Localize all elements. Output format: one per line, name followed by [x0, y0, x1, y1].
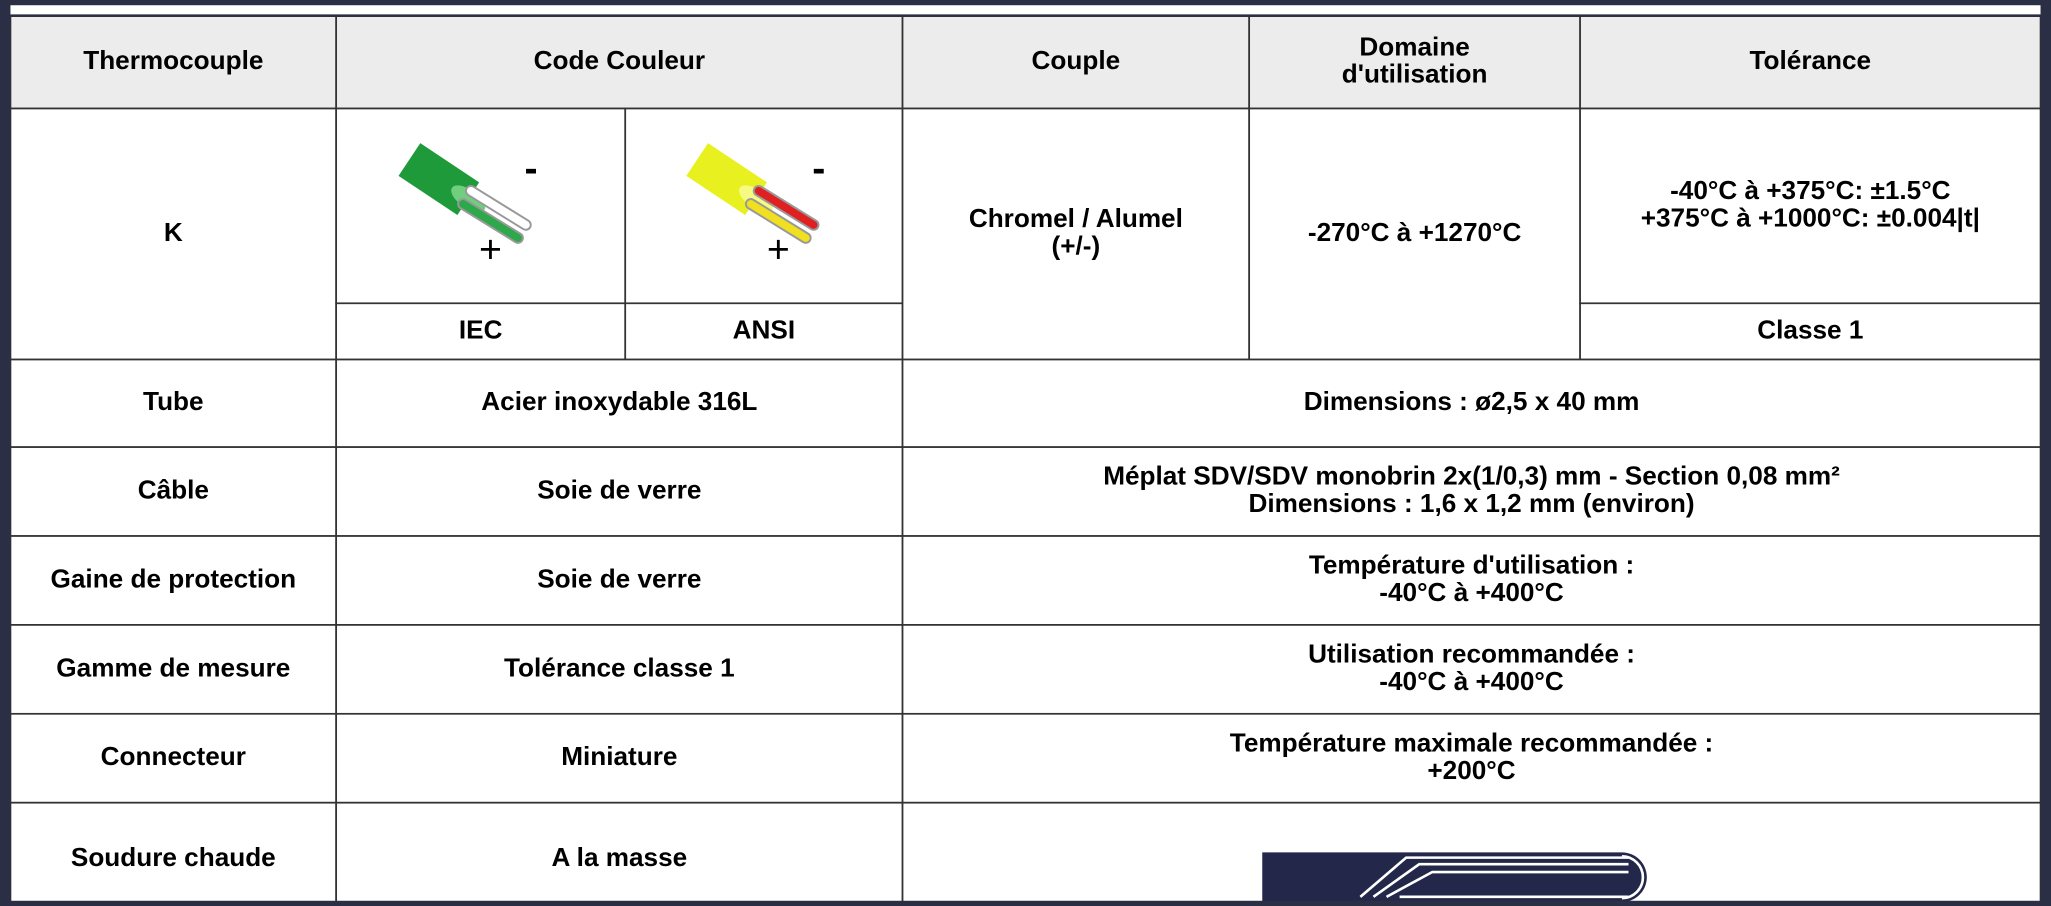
row-label: Connecteur	[101, 741, 246, 771]
row-detail: Utilisation recommandée :	[1308, 639, 1635, 669]
spec-table: Thermocouple Code Couleur Couple Domained'u…	[0, 0, 2051, 906]
row-detail: -40°C à +400°C	[1379, 577, 1564, 607]
row-value: Acier inoxydable 316L	[481, 386, 757, 416]
color-code: IEC	[459, 314, 503, 344]
tolerance-class: Classe 1	[1757, 314, 1863, 344]
couple: (+/-)	[1052, 231, 1101, 261]
row-label: Tube	[143, 386, 204, 416]
row-label: Soudure chaude	[71, 842, 276, 872]
row-detail: Méplat SDV/SDV monobrin 2x(1/0,3) mm - S…	[1103, 461, 1840, 491]
row-value: Miniature	[561, 741, 677, 771]
header-cell: Domaine	[1359, 31, 1469, 61]
row-detail: Dimensions : 1,6 x 1,2 mm (environ)	[1248, 488, 1694, 518]
header-cell: Tolérance	[1750, 45, 1872, 75]
header-cell: Thermocouple	[83, 45, 263, 75]
row-detail: Température maximale recommandée :	[1230, 727, 1713, 757]
row-value: Soie de verre	[537, 474, 701, 504]
thermocouple-type: K	[164, 217, 183, 247]
row-value: Tolérance classe 1	[504, 652, 735, 682]
row-detail: Dimensions : ø2,5 x 40 mm	[1304, 386, 1640, 416]
row-label: Câble	[138, 474, 209, 504]
header-cell: Couple	[1032, 45, 1121, 75]
header-cell: d'utilisation	[1342, 59, 1488, 89]
minus-sign: -	[812, 147, 825, 191]
row-value: A la masse	[552, 842, 688, 872]
tolerance: -40°C à +375°C: ±1.5°C	[1670, 175, 1951, 205]
hot-junction-icon	[1262, 852, 1647, 902]
header-cell: Code Couleur	[534, 45, 705, 75]
domaine: -270°C à +1270°C	[1308, 217, 1522, 247]
minus-sign: -	[525, 147, 538, 191]
row-value: Soie de verre	[537, 563, 701, 593]
row-detail: -40°C à +400°C	[1379, 666, 1564, 696]
row-label: Gamme de mesure	[56, 652, 290, 682]
page: Thermocouple Code Couleur Couple Domained'u…	[0, 0, 2051, 906]
couple: Chromel / Alumel	[969, 203, 1183, 233]
color-code: ANSI	[733, 314, 795, 344]
tolerance: +375°C à +1000°C: ±0.004|t|	[1641, 203, 1980, 233]
cells: Thermocouple Code Couleur Couple Domained'u…	[10, 16, 2040, 906]
row-label: Gaine de protection	[51, 563, 297, 593]
row-detail: Température d'utilisation :	[1309, 550, 1634, 580]
plus-sign: +	[479, 228, 502, 272]
row-detail: +200°C	[1427, 755, 1515, 785]
plus-sign: +	[767, 228, 790, 272]
